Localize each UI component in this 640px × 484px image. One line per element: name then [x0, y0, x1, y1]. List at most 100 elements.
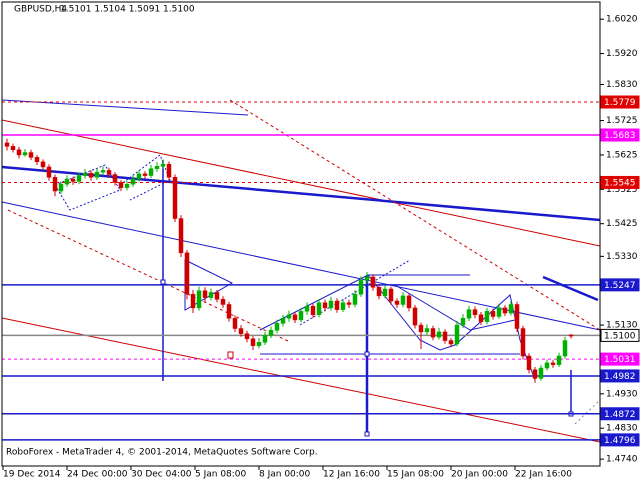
candle-body — [490, 311, 496, 317]
candle-body — [304, 305, 310, 312]
candle-body — [22, 152, 28, 156]
y-tick-label: 1.5920 — [606, 49, 638, 59]
candle-body — [40, 161, 46, 168]
candle-body — [556, 355, 562, 365]
candle-body — [328, 300, 334, 309]
candle-body — [340, 302, 346, 310]
candle-body — [172, 177, 178, 219]
axis: 1.6020 1.5920 1.5830 1.5725 1.5625 1.5525 1.54… — [2, 15, 638, 480]
candle-body — [58, 183, 64, 192]
candle-body — [88, 172, 94, 178]
candle-body — [508, 304, 514, 314]
candle-body — [310, 305, 316, 316]
candle-body — [52, 177, 58, 192]
candle-body — [424, 328, 430, 333]
candle-body — [10, 146, 16, 151]
level-label: 1.5247 — [604, 281, 636, 291]
candle-body — [376, 287, 382, 297]
y-tick-label: 1.5330 — [606, 252, 638, 262]
candle-body — [214, 292, 220, 300]
candle-body — [298, 311, 304, 321]
level-label: 1.4982 — [604, 372, 636, 382]
x-tick-label: 24 Dec 00:00 — [67, 470, 128, 480]
x-tick-label: 8 Jan 00:00 — [259, 470, 311, 480]
level-label: 1.5031 — [604, 355, 636, 365]
candle-body — [436, 331, 442, 338]
candle-body — [460, 317, 466, 326]
level-label-box — [600, 175, 640, 189]
candle-body — [274, 323, 280, 331]
y-tick-label: 1.6020 — [606, 15, 638, 25]
candle-body — [280, 317, 286, 324]
candle-body — [466, 309, 472, 319]
candle-body — [472, 309, 478, 316]
level-label-box — [600, 95, 640, 109]
y-tick-label: 1.4740 — [606, 455, 638, 465]
level-label-box — [600, 433, 640, 447]
candle-body — [562, 340, 568, 357]
candle-body — [364, 276, 370, 281]
x-tick-label: 15 Jan 08:00 — [387, 470, 444, 480]
level-label-box — [600, 328, 640, 342]
candle-body — [148, 168, 154, 176]
candle-body — [226, 304, 232, 319]
level-label: 1.4796 — [604, 436, 636, 446]
candle-body — [544, 362, 550, 369]
candle-body — [262, 335, 268, 343]
candle-body — [190, 293, 196, 309]
level-label-box — [600, 407, 640, 421]
x-tick-label: 30 Dec 04:00 — [131, 470, 192, 480]
candle-body — [454, 324, 460, 345]
candle-body — [232, 317, 238, 329]
candle-body — [4, 142, 10, 147]
candle-body — [394, 300, 400, 305]
x-tick-label: 12 Jan 16:00 — [323, 470, 380, 480]
x-tick-label: 5 Jan 08:00 — [195, 470, 247, 480]
candle-body — [484, 311, 490, 322]
level-label: 1.5545 — [604, 178, 636, 188]
y-tick-label: 1.5625 — [606, 150, 638, 160]
trend-lines — [1, 99, 601, 443]
candle-body — [46, 166, 52, 178]
level-label-box — [600, 369, 640, 383]
level-label: 1.5779 — [604, 98, 636, 108]
candle-body — [538, 367, 544, 379]
y-tick-label: 1.5425 — [606, 219, 638, 229]
level-label-box — [600, 128, 640, 142]
candle-body — [286, 314, 292, 319]
candle-body — [520, 328, 526, 357]
level-label: 1.5683 — [604, 131, 636, 141]
candle-body — [178, 218, 184, 254]
candle-body — [82, 172, 88, 176]
level-label: 1.4872 — [604, 410, 636, 420]
x-tick-label: 22 Jan 16:00 — [515, 470, 572, 480]
footer: RoboForex - MetaTrader 4, © 2001-2014, M… — [6, 448, 318, 458]
candle-body — [268, 329, 274, 336]
candle-body — [220, 299, 226, 305]
candle-body — [136, 173, 142, 180]
candle-body — [16, 149, 22, 156]
candle-body — [478, 314, 484, 322]
y-tick-label: 1.4830 — [606, 424, 638, 434]
levels — [2, 101, 600, 441]
y-tick-label: 1.5130 — [606, 321, 638, 331]
candle-body — [130, 178, 136, 185]
candle-body — [238, 328, 244, 334]
candle-body — [388, 288, 394, 302]
candle-body — [292, 314, 298, 321]
candle-body — [124, 183, 130, 188]
candle-body — [160, 163, 166, 167]
candle-body — [550, 362, 556, 365]
candles — [4, 138, 574, 383]
candle-body — [382, 288, 388, 297]
candle-body — [106, 170, 112, 175]
candle-body — [28, 152, 34, 158]
candle-body — [532, 369, 538, 379]
candle-body — [76, 175, 82, 182]
candle-body — [370, 276, 376, 288]
candle-body — [154, 166, 160, 169]
candle-body — [346, 302, 352, 305]
candle-body — [112, 174, 118, 183]
x-tick-label: 19 Dec 2014 — [3, 470, 61, 480]
